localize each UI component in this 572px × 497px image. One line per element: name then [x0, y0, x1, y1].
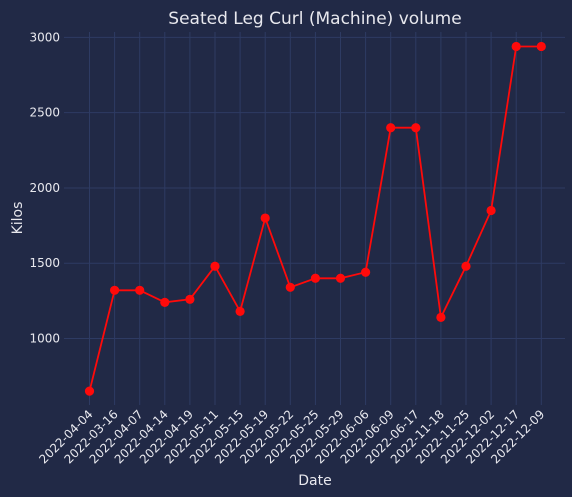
y-tick-labels: 1000 1500 2000 2500 3000 — [29, 30, 60, 345]
series-layer — [84, 41, 546, 396]
data-point — [110, 285, 120, 295]
data-point — [260, 213, 270, 223]
data-point — [235, 306, 245, 316]
x-tick-labels: 2022-04-042022-03-162022-04-072022-04-14… — [36, 407, 547, 466]
y-tick-label: 1000 — [29, 331, 60, 345]
data-point — [335, 273, 346, 283]
data-point — [511, 41, 521, 52]
data-point — [285, 282, 295, 292]
y-tick-label: 3000 — [29, 30, 60, 44]
chart-title: Seated Leg Curl (Machine) volume — [168, 9, 461, 29]
data-point — [310, 273, 320, 283]
data-point — [135, 285, 145, 295]
y-tick-label: 2000 — [29, 181, 60, 195]
data-point — [536, 41, 546, 52]
data-point — [185, 294, 195, 304]
grid — [64, 32, 565, 405]
data-point — [386, 123, 396, 133]
data-point — [461, 261, 471, 271]
data-point — [486, 205, 496, 216]
data-point — [361, 267, 371, 277]
y-axis-label: Kilos — [10, 202, 26, 235]
x-axis-label: Date — [298, 473, 331, 489]
data-point — [436, 312, 446, 322]
y-tick-label: 1500 — [29, 256, 60, 270]
y-tick-label: 2500 — [29, 106, 60, 120]
data-point — [411, 123, 421, 133]
data-point — [84, 386, 95, 396]
data-point — [210, 261, 220, 271]
data-point — [160, 297, 170, 307]
